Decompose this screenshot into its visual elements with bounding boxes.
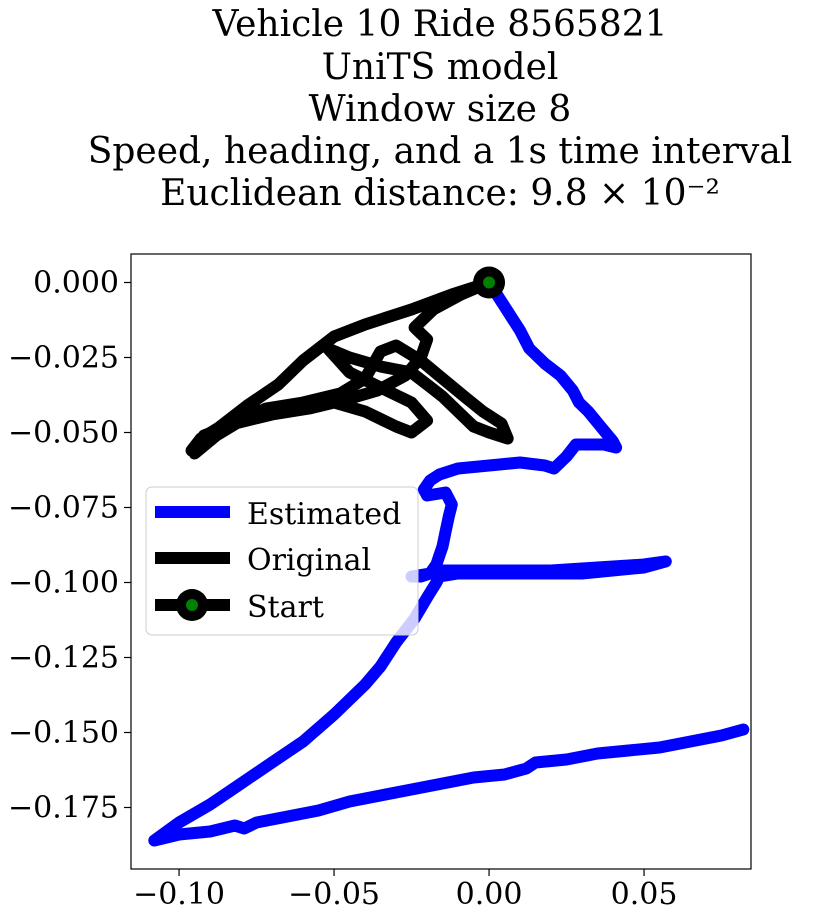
y-tick-label: −0.125	[8, 641, 119, 676]
legend-label-estimated: Estimated	[247, 497, 401, 532]
y-tick-label: −0.050	[8, 416, 119, 451]
legend-label-original: Original	[247, 543, 371, 578]
title-line-5: Euclidean distance: 9.8 × 10⁻²	[160, 173, 720, 214]
y-tick-label: −0.150	[8, 716, 119, 751]
y-tick-label: −0.100	[8, 566, 119, 601]
x-tick-label: 0.00	[456, 877, 523, 912]
title-line-3: Window size 8	[309, 89, 572, 130]
plot-series	[148, 266, 750, 847]
legend-label-start: Start	[247, 590, 324, 625]
series-line-original	[185, 276, 514, 460]
title-line-4: Speed, heading, and a 1s time interval	[88, 131, 793, 172]
y-tick-label: −0.025	[8, 341, 119, 376]
title-line-1: Vehicle 10 Ride 8565821	[211, 4, 667, 45]
y-tick-label: 0.000	[33, 266, 119, 301]
axes-frame	[130, 253, 752, 870]
chart-title: Vehicle 10 Ride 8565821 UniTS model Wind…	[88, 4, 793, 214]
x-tick-label: 0.05	[611, 877, 678, 912]
start-marker-inner	[483, 276, 496, 289]
y-axis-ticks: 0.000 −0.025 −0.050 −0.075 −0.100 −0.125 −0.15…	[8, 266, 131, 826]
x-axis-ticks: −0.10 −0.05 0.00 0.05	[133, 869, 677, 912]
y-tick-label: −0.075	[8, 491, 119, 526]
y-tick-label: −0.175	[8, 791, 119, 826]
legend: Estimated Original Start	[145, 486, 419, 636]
title-line-2: UniTS model	[322, 47, 559, 88]
legend-box	[145, 486, 419, 636]
x-tick-label: −0.05	[288, 877, 380, 912]
x-tick-label: −0.10	[133, 877, 225, 912]
series-line-estimated	[148, 276, 750, 847]
legend-marker-start-inner	[186, 599, 198, 611]
